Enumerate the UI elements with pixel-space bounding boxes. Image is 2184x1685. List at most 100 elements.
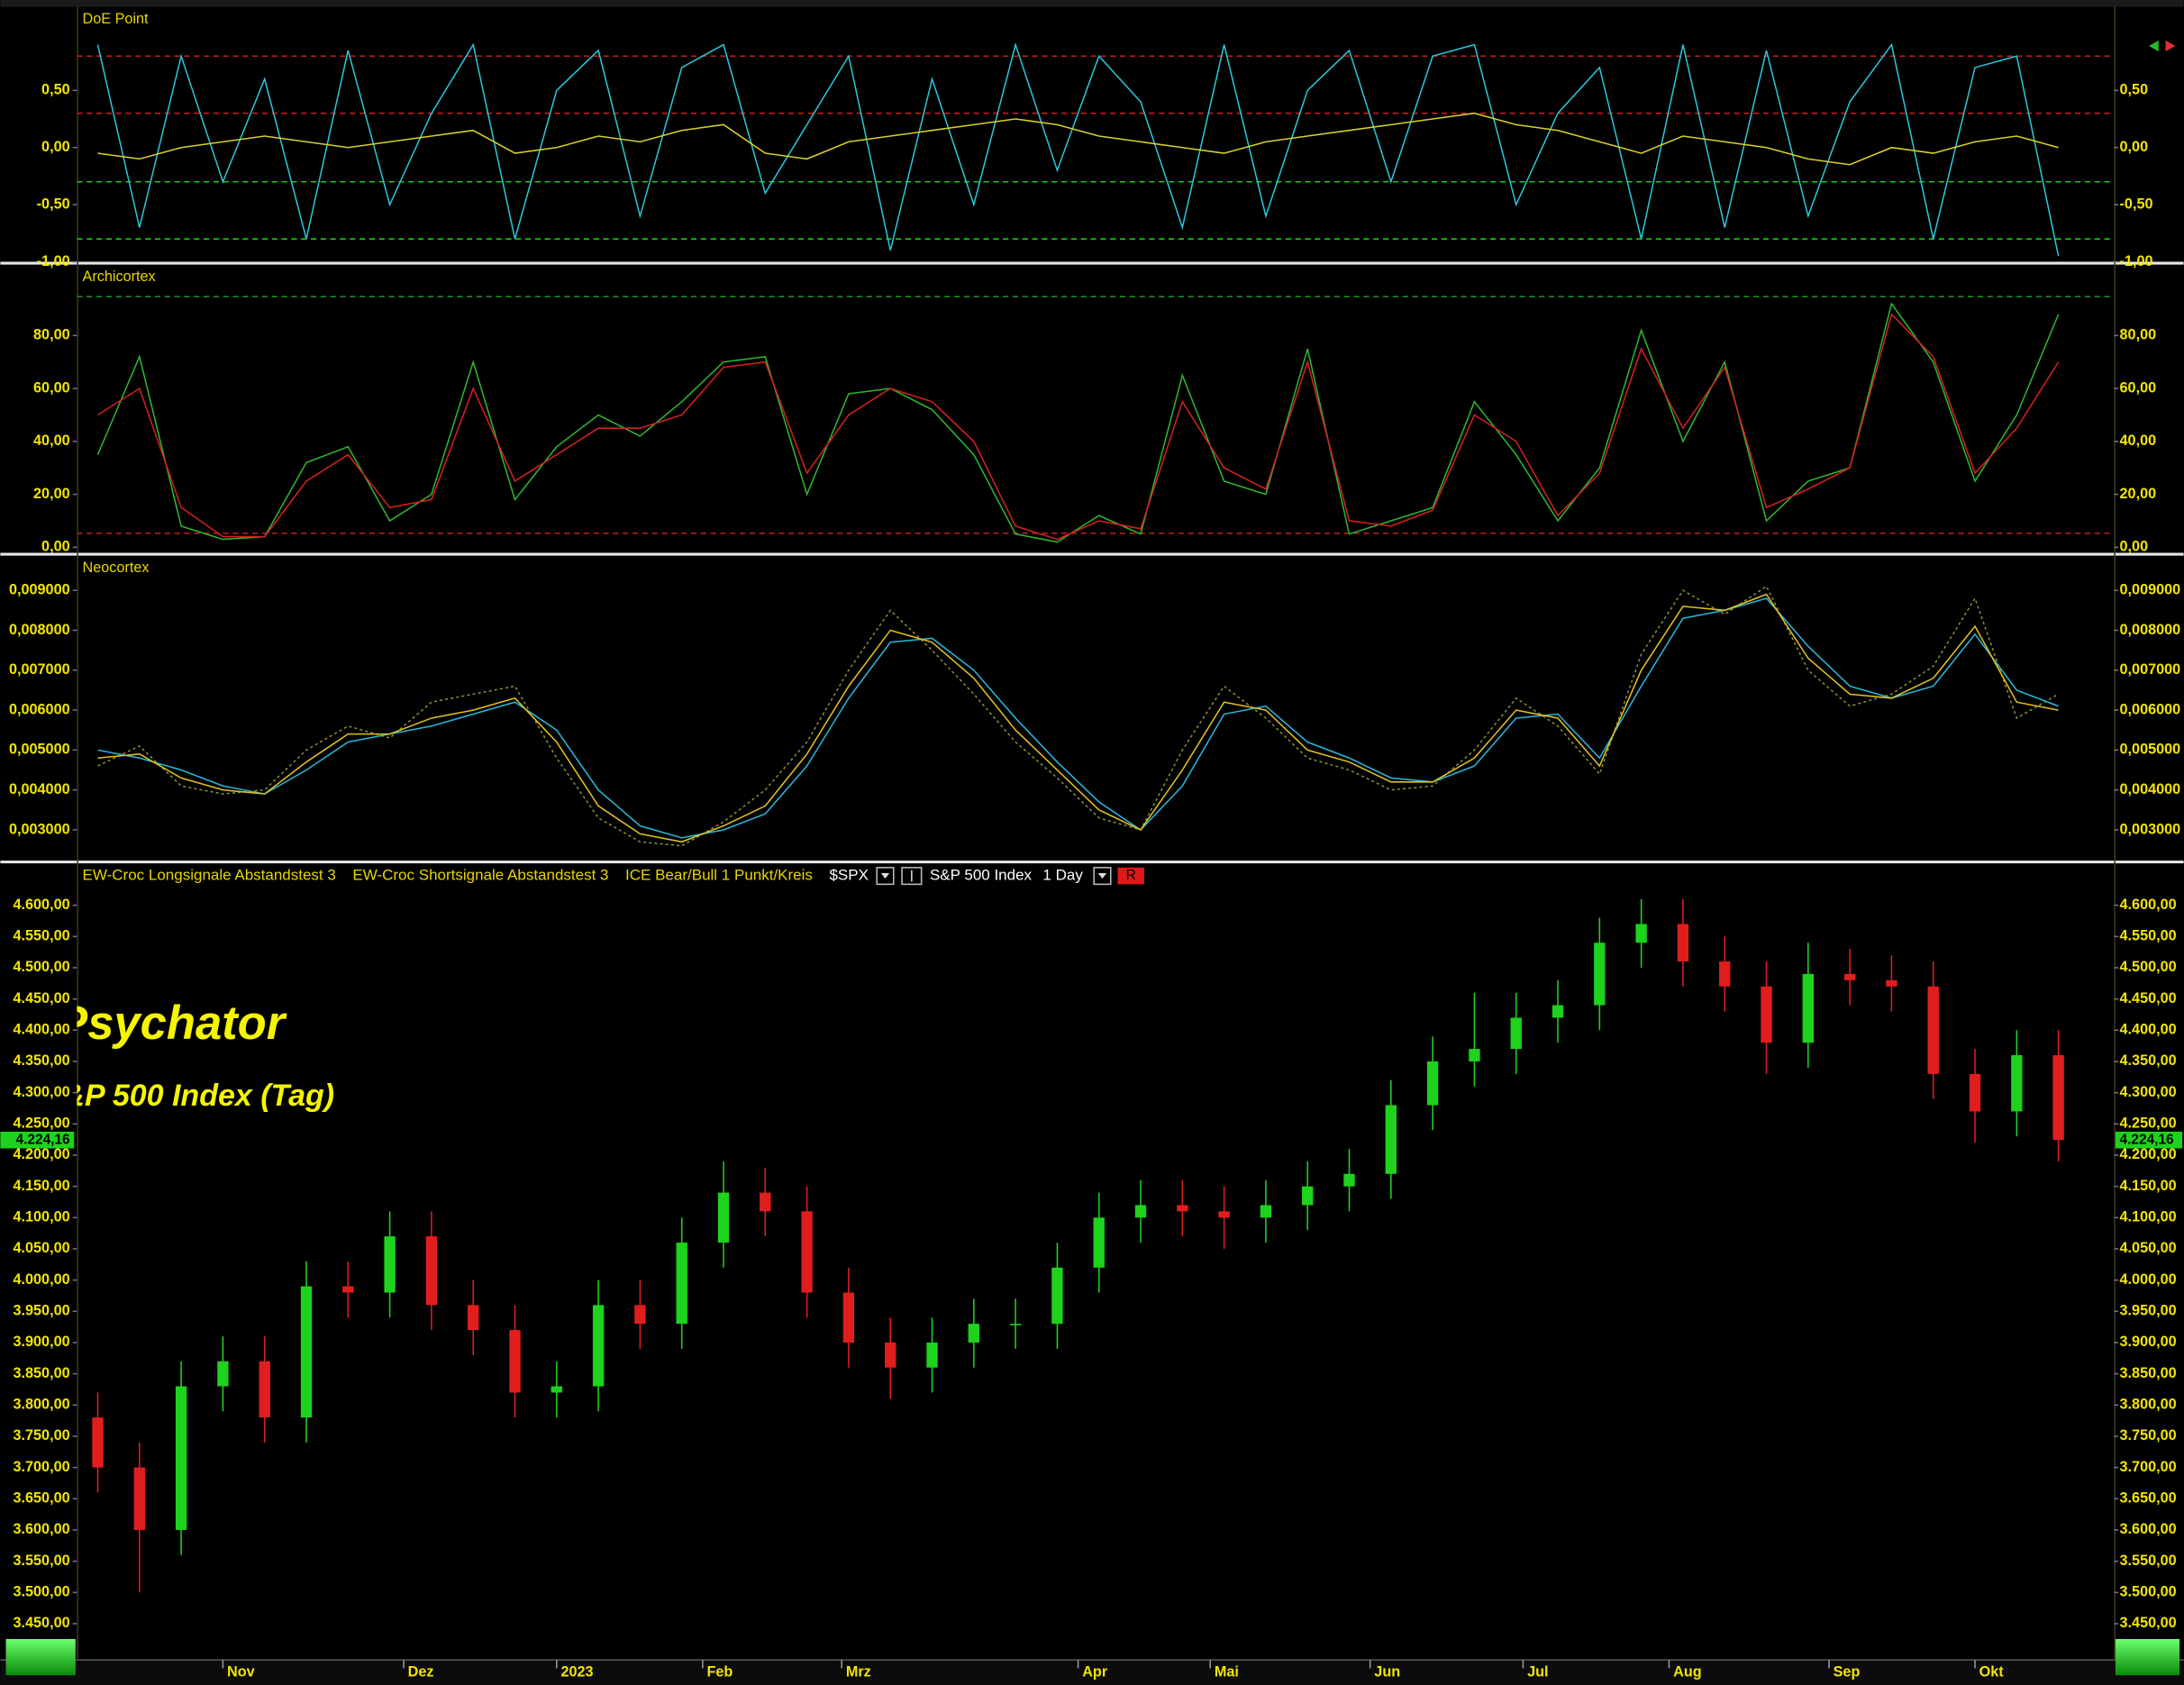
volume-icon	[2115, 1639, 2179, 1676]
x-tick-label: Mrz	[846, 1663, 871, 1680]
y-tick-label: 3.650,00	[13, 1490, 69, 1507]
y-tick-label: 20,00	[2120, 486, 2157, 502]
y-tick-label: 4.500,00	[2120, 959, 2177, 975]
candle-body	[801, 1211, 813, 1293]
arrow-left[interactable]	[2149, 40, 2159, 52]
y-tick-label: 0,009000	[9, 581, 70, 597]
watermark: S&P 500 Index (Tag)	[42, 1079, 334, 1113]
y-tick-label: 4.500,00	[13, 959, 69, 975]
candle-body	[1886, 979, 1897, 987]
y-tick-label: -1,00	[2120, 253, 2153, 269]
candle-body	[634, 1305, 646, 1325]
candle-body	[885, 1342, 896, 1368]
y-tick-label: 3.500,00	[13, 1584, 69, 1600]
plot-area	[97, 585, 2060, 847]
candle-body	[1719, 961, 1731, 987]
x-tick-label: Dez	[408, 1663, 434, 1680]
y-tick-label: 0,00	[41, 539, 70, 555]
y-tick-label: 3.900,00	[13, 1334, 69, 1350]
panel-title: DoE Point	[83, 11, 150, 27]
y-tick-label: 0,00	[2120, 139, 2149, 155]
candle-body	[509, 1330, 521, 1393]
panel-title: Archicortex	[83, 269, 156, 285]
x-tick-label: Mai	[1215, 1663, 1239, 1680]
y-tick-label: 0,006000	[9, 701, 70, 717]
y-tick-label: 4.200,00	[2120, 1146, 2177, 1162]
y-tick-label: 0,009000	[2120, 581, 2181, 597]
candle-body	[1843, 973, 1856, 980]
interval-label: 1 Day	[1042, 867, 1083, 884]
y-tick-label: 0,007000	[9, 661, 70, 678]
y-tick-label: 3.950,00	[2120, 1303, 2177, 1319]
candle-body	[1594, 943, 1606, 1006]
candle-body	[92, 1417, 104, 1468]
y-tick-label: 3.500,00	[2120, 1584, 2177, 1600]
y-tick-label: 3.900,00	[2120, 1334, 2177, 1350]
y-tick-label: 4.050,00	[2120, 1240, 2177, 1256]
candle-body	[1802, 973, 1815, 1043]
plot-area	[77, 41, 2115, 257]
y-tick-label: 4.100,00	[13, 1209, 69, 1225]
candle-body	[1260, 1205, 1272, 1218]
candle-body	[926, 1342, 938, 1368]
candle-body	[1635, 924, 1647, 943]
y-tick-label: 4.450,00	[2120, 990, 2177, 1006]
y-tick-label: 3.700,00	[2120, 1459, 2177, 1475]
y-tick-label: 0,003000	[9, 821, 70, 837]
arrow-right[interactable]	[2165, 40, 2176, 52]
nav-arrows[interactable]	[2149, 40, 2176, 52]
candle-body	[717, 1192, 730, 1243]
candle-body	[1051, 1267, 1063, 1325]
y-tick-label: 0,50	[2120, 82, 2149, 98]
last-price-label: 4.224,16	[16, 1132, 71, 1147]
last-price-box	[2115, 1131, 2183, 1149]
indicator-label: EW-Croc Longsignale Abstandstest 3	[83, 867, 336, 884]
x-tick-label: Feb	[707, 1663, 733, 1680]
indicator-label: ICE Bear/Bull 1 Punkt/Kreis	[625, 867, 813, 884]
candle-body	[468, 1305, 479, 1331]
y-tick-label: 4.000,00	[13, 1271, 69, 1288]
series-line	[97, 593, 2059, 843]
x-tick-label: 2023	[560, 1663, 593, 1680]
y-tick-label: 4.600,00	[2120, 897, 2177, 913]
candle-body	[1510, 1017, 1522, 1050]
candle-body	[342, 1286, 354, 1293]
y-tick-label: 4.350,00	[13, 1052, 69, 1069]
candle-body	[1134, 1205, 1147, 1218]
candle-body	[425, 1236, 438, 1306]
y-tick-label: 40,00	[33, 433, 70, 449]
candle-body	[2052, 1055, 2064, 1141]
y-tick-label: 3.600,00	[13, 1521, 69, 1537]
y-tick-label: 0,007000	[2120, 661, 2181, 678]
indicator-label: EW-Croc Shortsignale Abstandstest 3	[352, 867, 608, 884]
candle-body	[551, 1386, 562, 1393]
x-tick-label: Sep	[1834, 1663, 1861, 1680]
candle-body	[1969, 1073, 1981, 1112]
y-tick-label: 4.150,00	[2120, 1178, 2177, 1194]
y-tick-label: -0,50	[2120, 196, 2153, 212]
volume-icon	[5, 1639, 76, 1676]
y-tick-label: 4.350,00	[2120, 1052, 2177, 1069]
candle-body	[1927, 986, 1939, 1074]
y-tick-label: 20,00	[33, 486, 70, 502]
dropdown-arrow	[880, 873, 890, 879]
candle-body	[1552, 1005, 1564, 1018]
candle-body	[1426, 1061, 1439, 1106]
panel-title: Neocortex	[83, 560, 150, 576]
badge-box[interactable]	[1117, 867, 1144, 885]
y-tick-label: 0,50	[41, 82, 70, 98]
y-tick-label: 4.300,00	[13, 1084, 69, 1100]
y-tick-label: 3.450,00	[2120, 1615, 2177, 1631]
y-tick-label: 3.950,00	[13, 1303, 69, 1319]
watermark: Psychator	[56, 997, 287, 1050]
series-line	[97, 313, 2060, 541]
x-tick-label: Okt	[1979, 1663, 2005, 1680]
y-tick-label: 0,006000	[2120, 701, 2181, 717]
candle-body	[2011, 1055, 2023, 1112]
candle-body	[592, 1305, 605, 1387]
y-axis: 0,00 0,00 20,00 20,00 40,00 40,00 60,00 60,00 80…	[33, 327, 2156, 555]
y-tick-label: -1,00	[37, 253, 70, 269]
y-tick-label: 0,008000	[2120, 622, 2181, 638]
candle-body	[760, 1192, 771, 1212]
